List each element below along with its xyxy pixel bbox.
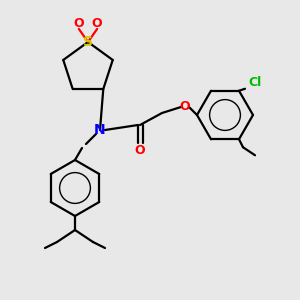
- Text: O: O: [74, 17, 84, 30]
- Text: S: S: [83, 35, 93, 49]
- Text: Cl: Cl: [248, 76, 262, 89]
- Text: O: O: [180, 100, 190, 113]
- Text: O: O: [92, 17, 103, 30]
- Text: O: O: [135, 143, 145, 157]
- Text: N: N: [94, 123, 106, 137]
